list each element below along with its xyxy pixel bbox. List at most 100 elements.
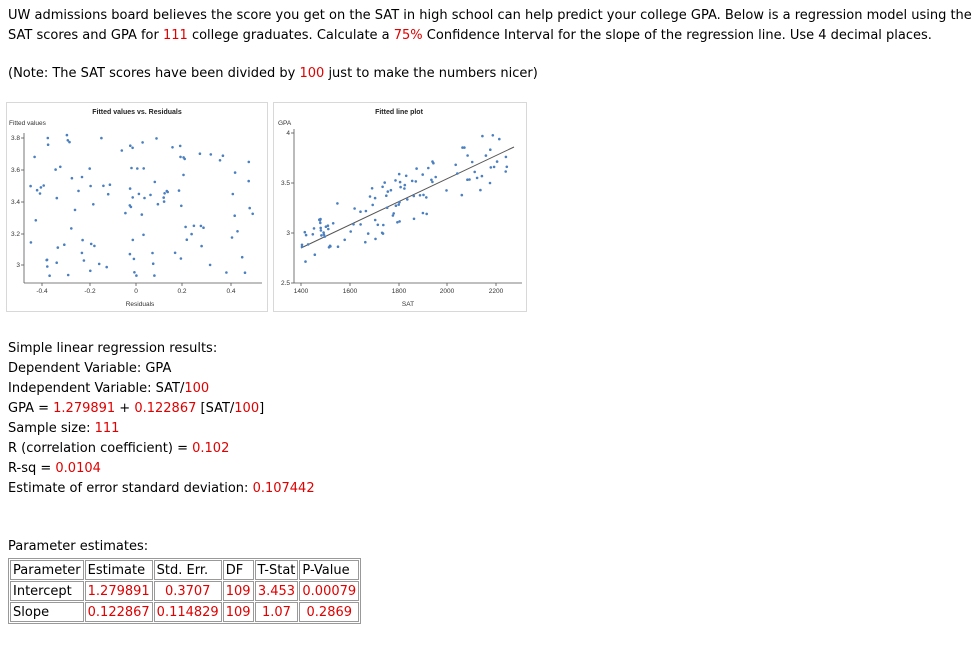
fitted-point (364, 240, 367, 244)
residual-point (225, 271, 228, 274)
fitted-point (404, 174, 408, 178)
residual-plot-svg: Fitted values vs. Residuals Fitted value… (9, 109, 262, 308)
residual-point (165, 189, 169, 193)
fitted-point (480, 174, 484, 178)
fitted-point (425, 196, 428, 199)
fitted-line-plot-x-tick-label: 2000 (440, 288, 455, 295)
residual-point (80, 251, 84, 255)
fitted-point (382, 223, 385, 227)
residual-point (162, 200, 166, 203)
table-row: Slope 0.122867 0.114829 109 1.07 0.2869 (10, 602, 360, 622)
correlation-value: 0.102 (192, 441, 230, 456)
note-text-1: (Note: The SAT scores have been divided … (8, 66, 300, 81)
error-sd-value: 0.107442 (252, 481, 315, 496)
fitted-line-plot-x-tick-label: 1800 (392, 288, 407, 295)
residual-point (142, 233, 145, 237)
residual-point (108, 183, 112, 186)
problem-sample-size: 111 (163, 28, 188, 43)
fitted-point (366, 232, 370, 235)
residual-point (73, 208, 77, 212)
residual-plot-xlabel: Residuals (126, 301, 155, 308)
fitted-point (313, 253, 317, 256)
residual-point (137, 192, 141, 196)
table-row: Intercept 1.279891 0.3707 109 3.453 0.00… (10, 581, 360, 601)
residual-point (179, 257, 183, 260)
residual-plot-x-tick-label: 0.2 (177, 288, 186, 295)
problem-text-2: college graduates. Calculate a (187, 28, 394, 43)
fitted-point (421, 173, 424, 176)
note: (Note: The SAT scores have been divided … (8, 66, 538, 81)
fitted-point (300, 245, 304, 249)
fitted-point (460, 193, 464, 197)
cell-std-err: 0.3707 (153, 581, 222, 601)
residual-point (133, 271, 136, 274)
fitted-point (370, 187, 374, 190)
fitted-point (489, 166, 493, 169)
independent-variable-label: Independent Variable: SAT/ (8, 381, 185, 396)
residual-point (135, 274, 138, 277)
results-heading: Simple linear regression results: (8, 341, 218, 356)
fitted-point (320, 234, 323, 237)
problem-confidence: 75% (393, 28, 423, 43)
equation-slope: 0.122867 (134, 401, 197, 416)
residual-point (66, 139, 70, 142)
residual-point (180, 204, 183, 208)
residual-point (70, 227, 73, 230)
fitted-point (479, 188, 482, 192)
residual-point (190, 232, 193, 236)
fitted-point (318, 218, 321, 221)
residual-point (128, 187, 132, 190)
fitted-line-plot: Fitted line plot GPA SAT 1400 1600 1800 200… (273, 102, 527, 312)
fitted-point (326, 224, 330, 227)
fitted-line-plot-y-tick-label: 4 (286, 130, 290, 137)
residual-point (142, 167, 145, 170)
residual-point (200, 244, 203, 248)
fitted-point (386, 190, 390, 193)
fitted-point (427, 166, 430, 170)
fitted-point (359, 210, 362, 213)
cell-estimate: 0.122867 (84, 602, 153, 622)
fitted-point (311, 233, 315, 236)
fitted-point (328, 244, 332, 248)
fitted-line-plot-x-tick-label: 2200 (489, 288, 504, 295)
cell-std-err: 0.114829 (153, 602, 222, 622)
sample-size-label: Sample size: (8, 421, 95, 436)
fitted-point (397, 172, 401, 176)
fitted-point (389, 188, 393, 192)
header-estimate: Estimate (84, 560, 153, 580)
equation-end: ] (259, 401, 265, 416)
fitted-line-plot-ylabel: GPA (278, 120, 292, 127)
parameter-estimates-title: Parameter estimates: (8, 539, 149, 554)
fitted-line-plot-y-tick-label: 3 (286, 230, 290, 237)
cell-parameter: Slope (10, 602, 84, 622)
fitted-point (468, 178, 471, 181)
residual-plot-x-tick-label: 0 (134, 288, 138, 295)
residual-point (131, 196, 134, 199)
residual-point (218, 159, 222, 162)
fitted-point (475, 176, 479, 180)
residual-plot-x-tick-label: -0.2 (84, 288, 96, 295)
residual-point (59, 165, 62, 169)
parameter-table-header: Parameter Estimate Std. Err. DF T-Stat P… (10, 560, 360, 580)
fitted-point (385, 206, 389, 209)
residual-point (185, 238, 189, 241)
residual-point (63, 243, 66, 246)
residual-point (155, 137, 158, 140)
fitted-point (445, 189, 448, 192)
independent-variable: Independent Variable: SAT/100 (8, 379, 315, 399)
fitted-point (421, 211, 425, 215)
residual-point (65, 133, 69, 137)
residual-point (233, 171, 237, 174)
fitted-point (364, 209, 368, 213)
cell-t-stat: 1.07 (254, 602, 299, 622)
fitted-point (422, 193, 425, 197)
residual-point (89, 242, 93, 246)
residual-point (199, 224, 203, 228)
residual-point (35, 188, 39, 192)
residual-point (48, 274, 51, 277)
fitted-point (323, 235, 326, 238)
residual-point (151, 251, 154, 255)
residual-plot-y-tick-label: 3.2 (11, 231, 20, 238)
fitted-point (434, 175, 437, 179)
residual-point (230, 236, 234, 239)
